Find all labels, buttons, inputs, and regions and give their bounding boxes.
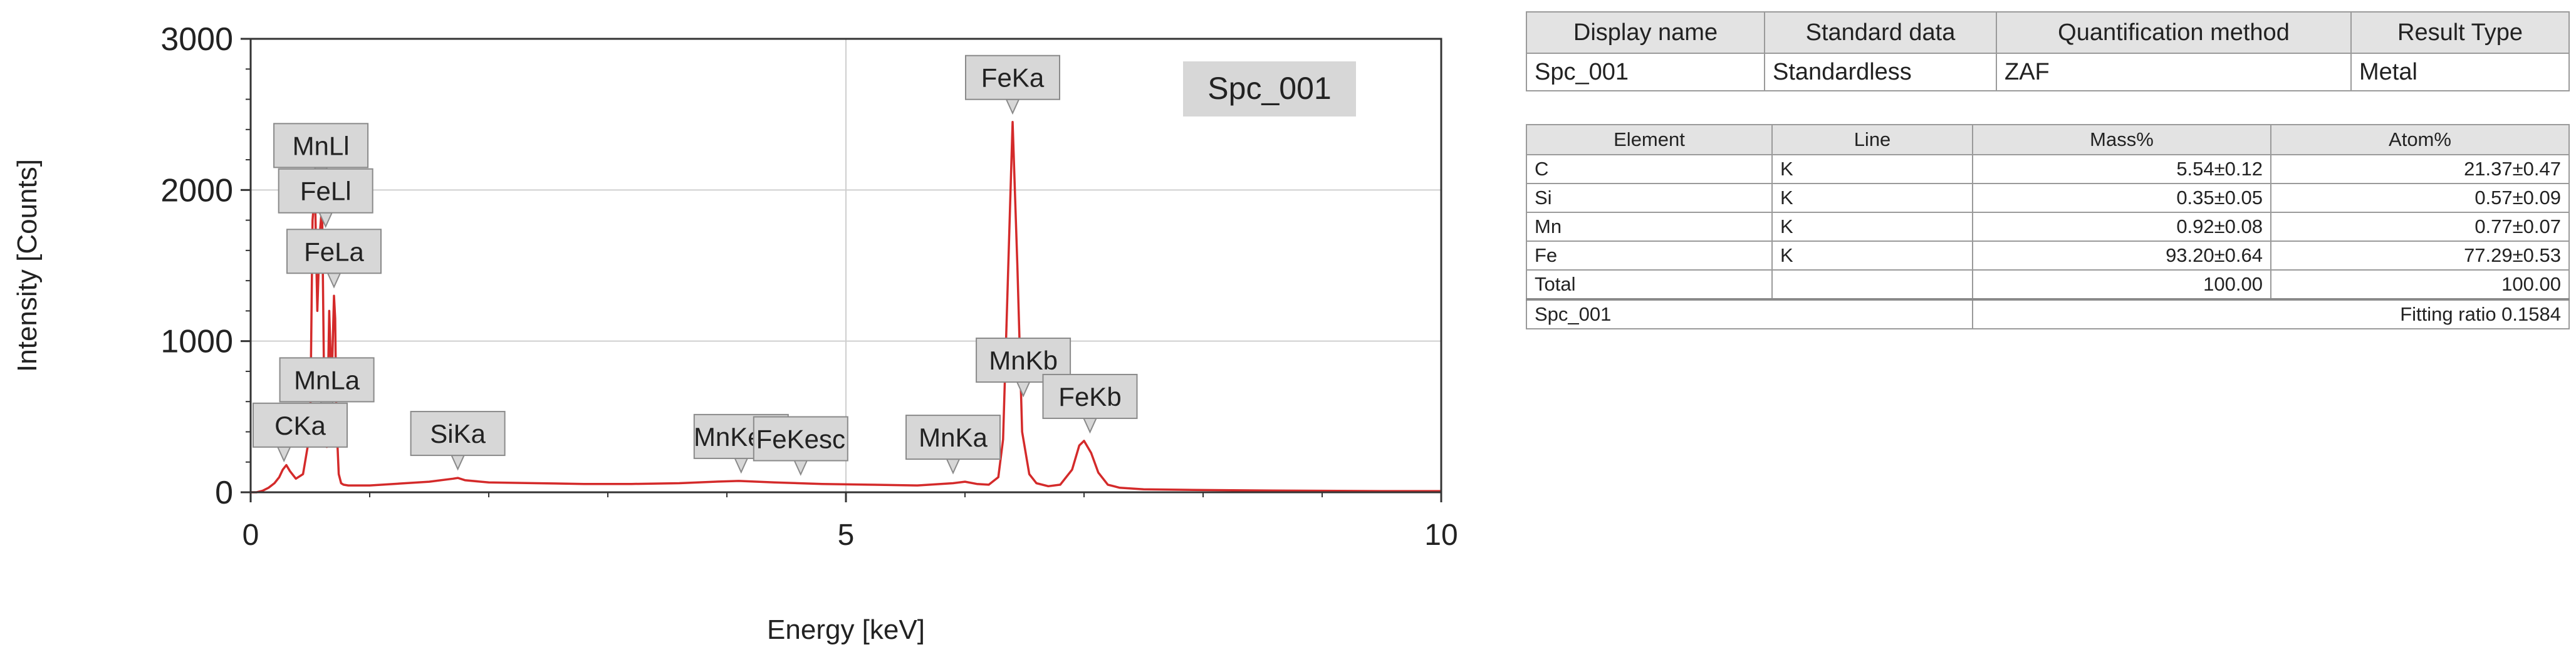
element-cell: Total	[1526, 269, 1773, 300]
element-cell: Fe	[1526, 241, 1773, 271]
x-tick-label: 10	[1424, 519, 1457, 552]
plot-frame	[249, 38, 1442, 494]
mass-percent-cell: 0.92±0.08	[1972, 212, 2271, 242]
header-atom-percent: Atom%	[2270, 124, 2570, 155]
line-cell: K	[1771, 241, 1973, 271]
callout-box	[273, 123, 369, 168]
peak-label: MnKb	[989, 346, 1058, 375]
x-tick-label: 0	[242, 519, 259, 552]
result-type-value: Metal	[2350, 53, 2570, 91]
table-row: Mn K 0.92±0.08 0.77±0.07	[1526, 212, 2570, 242]
callout-box	[286, 229, 382, 274]
peak-label: CKa	[274, 411, 326, 440]
peak-callout-fell: FeLl	[278, 168, 373, 229]
element-cell: Mn	[1526, 212, 1773, 242]
callout-box	[905, 415, 1001, 460]
y-tick-label: 3000	[160, 21, 233, 58]
header-display-name: Display name	[1526, 11, 1765, 54]
fitting-ratio: Fitting ratio 0.1584	[1972, 298, 2570, 329]
peak-label: FeKesc	[756, 425, 845, 454]
element-cell: Si	[1526, 183, 1773, 213]
mass-percent-cell: 100.00	[1972, 269, 2271, 300]
spectrum-series	[251, 120, 1441, 494]
y-tick-label: 2000	[160, 172, 233, 209]
mass-percent-cell: 0.35±0.05	[1972, 183, 2271, 213]
element-result-table: Element Line Mass% Atom% C K 5.54±0.12 2…	[1526, 124, 2570, 329]
peak-callout-sika: SiKa	[410, 411, 506, 471]
legend-label: Spc_001	[1207, 71, 1331, 106]
atom-percent-cell: 77.29±0.53	[2270, 241, 2570, 271]
atom-percent-cell: 100.00	[2270, 269, 2570, 300]
peak-callout-fekesc: FeKesc	[753, 416, 848, 476]
peak-callout-cka: CKa	[253, 402, 348, 463]
atom-percent-cell: 0.57±0.09	[2270, 183, 2570, 213]
x-tick-label: 5	[838, 519, 855, 552]
peak-label: FeLa	[304, 237, 364, 266]
line-cell	[1771, 269, 1973, 300]
peak-callout-fekb: FeKb	[1042, 373, 1138, 434]
peak-callout-mnll: MnLl	[273, 123, 369, 183]
peak-label: FeKb	[1058, 382, 1121, 411]
header-standard-data: Standard data	[1764, 11, 1997, 54]
fitting-footer-row: Spc_001 Fitting ratio 0.1584	[1526, 298, 2570, 329]
header-mass-percent: Mass%	[1972, 124, 2271, 155]
mass-percent-cell: 93.20±0.64	[1972, 241, 2271, 271]
peak-label: MnLa	[294, 365, 360, 395]
header-result-type: Result Type	[2350, 11, 2570, 54]
line-cell: K	[1771, 154, 1973, 184]
header-line: Line	[1771, 124, 1973, 155]
callout-box	[278, 168, 373, 214]
y-tick-label: 0	[215, 475, 233, 511]
peak-label: MnKa	[919, 423, 988, 452]
eds-spectrum-chart: 0 1000 2000 3000 0 5 10 MnLl FeLl FeLa MnLa CKa SiK…	[12, 21, 1458, 645]
quantification-info-table: Display name Standard data Quantificatio…	[1526, 11, 2570, 91]
peak-label: FeLl	[300, 177, 352, 206]
spectrum-line	[251, 120, 1441, 494]
spectrum-legend: Spc_001	[1183, 61, 1356, 116]
mass-percent-cell: 5.54±0.12	[1972, 154, 2271, 184]
callout-box	[410, 411, 506, 457]
table-row-total: Total 100.00 100.00	[1526, 269, 2570, 300]
table-row: Fe K 93.20±0.64 77.29±0.53	[1526, 241, 2570, 271]
peak-callout-fela: FeLa	[286, 229, 382, 289]
peak-callout-feka: FeKa	[965, 54, 1060, 115]
callout-box	[965, 54, 1060, 100]
quantification-method-value: ZAF	[1996, 53, 2352, 91]
peak-label: MnLl	[293, 131, 350, 160]
callout-box	[279, 357, 375, 403]
table-row: Si K 0.35±0.05 0.57±0.09	[1526, 183, 2570, 213]
atom-percent-cell: 0.77±0.07	[2270, 212, 2570, 242]
standard-data-value: Standardless	[1764, 53, 1997, 91]
header-quantification-method: Quantification method	[1996, 11, 2352, 54]
table-row: C K 5.54±0.12 21.37±0.47	[1526, 154, 2570, 184]
callout-box	[753, 416, 848, 462]
peak-label: SiKa	[430, 419, 486, 448]
peak-callout-mnka: MnKa	[905, 415, 1001, 475]
x-axis-title: Energy [keV]	[767, 614, 925, 645]
atom-percent-cell: 21.37±0.47	[2270, 154, 2570, 184]
legend-badge	[1183, 61, 1356, 116]
axis-ticks: 0 1000 2000 3000 0 5 10	[160, 21, 1457, 552]
y-tick-label: 1000	[160, 324, 233, 360]
header-element: Element	[1526, 124, 1773, 155]
callout-box	[1042, 373, 1138, 419]
display-name-value: Spc_001	[1526, 53, 1765, 91]
peak-label: FeKa	[981, 63, 1045, 93]
y-axis-title: Intensity [Counts]	[12, 159, 43, 372]
footer-spectrum-name: Spc_001	[1526, 298, 1973, 329]
callout-box	[253, 402, 348, 448]
line-cell: K	[1771, 212, 1973, 242]
element-cell: C	[1526, 154, 1773, 184]
line-cell: K	[1771, 183, 1973, 213]
